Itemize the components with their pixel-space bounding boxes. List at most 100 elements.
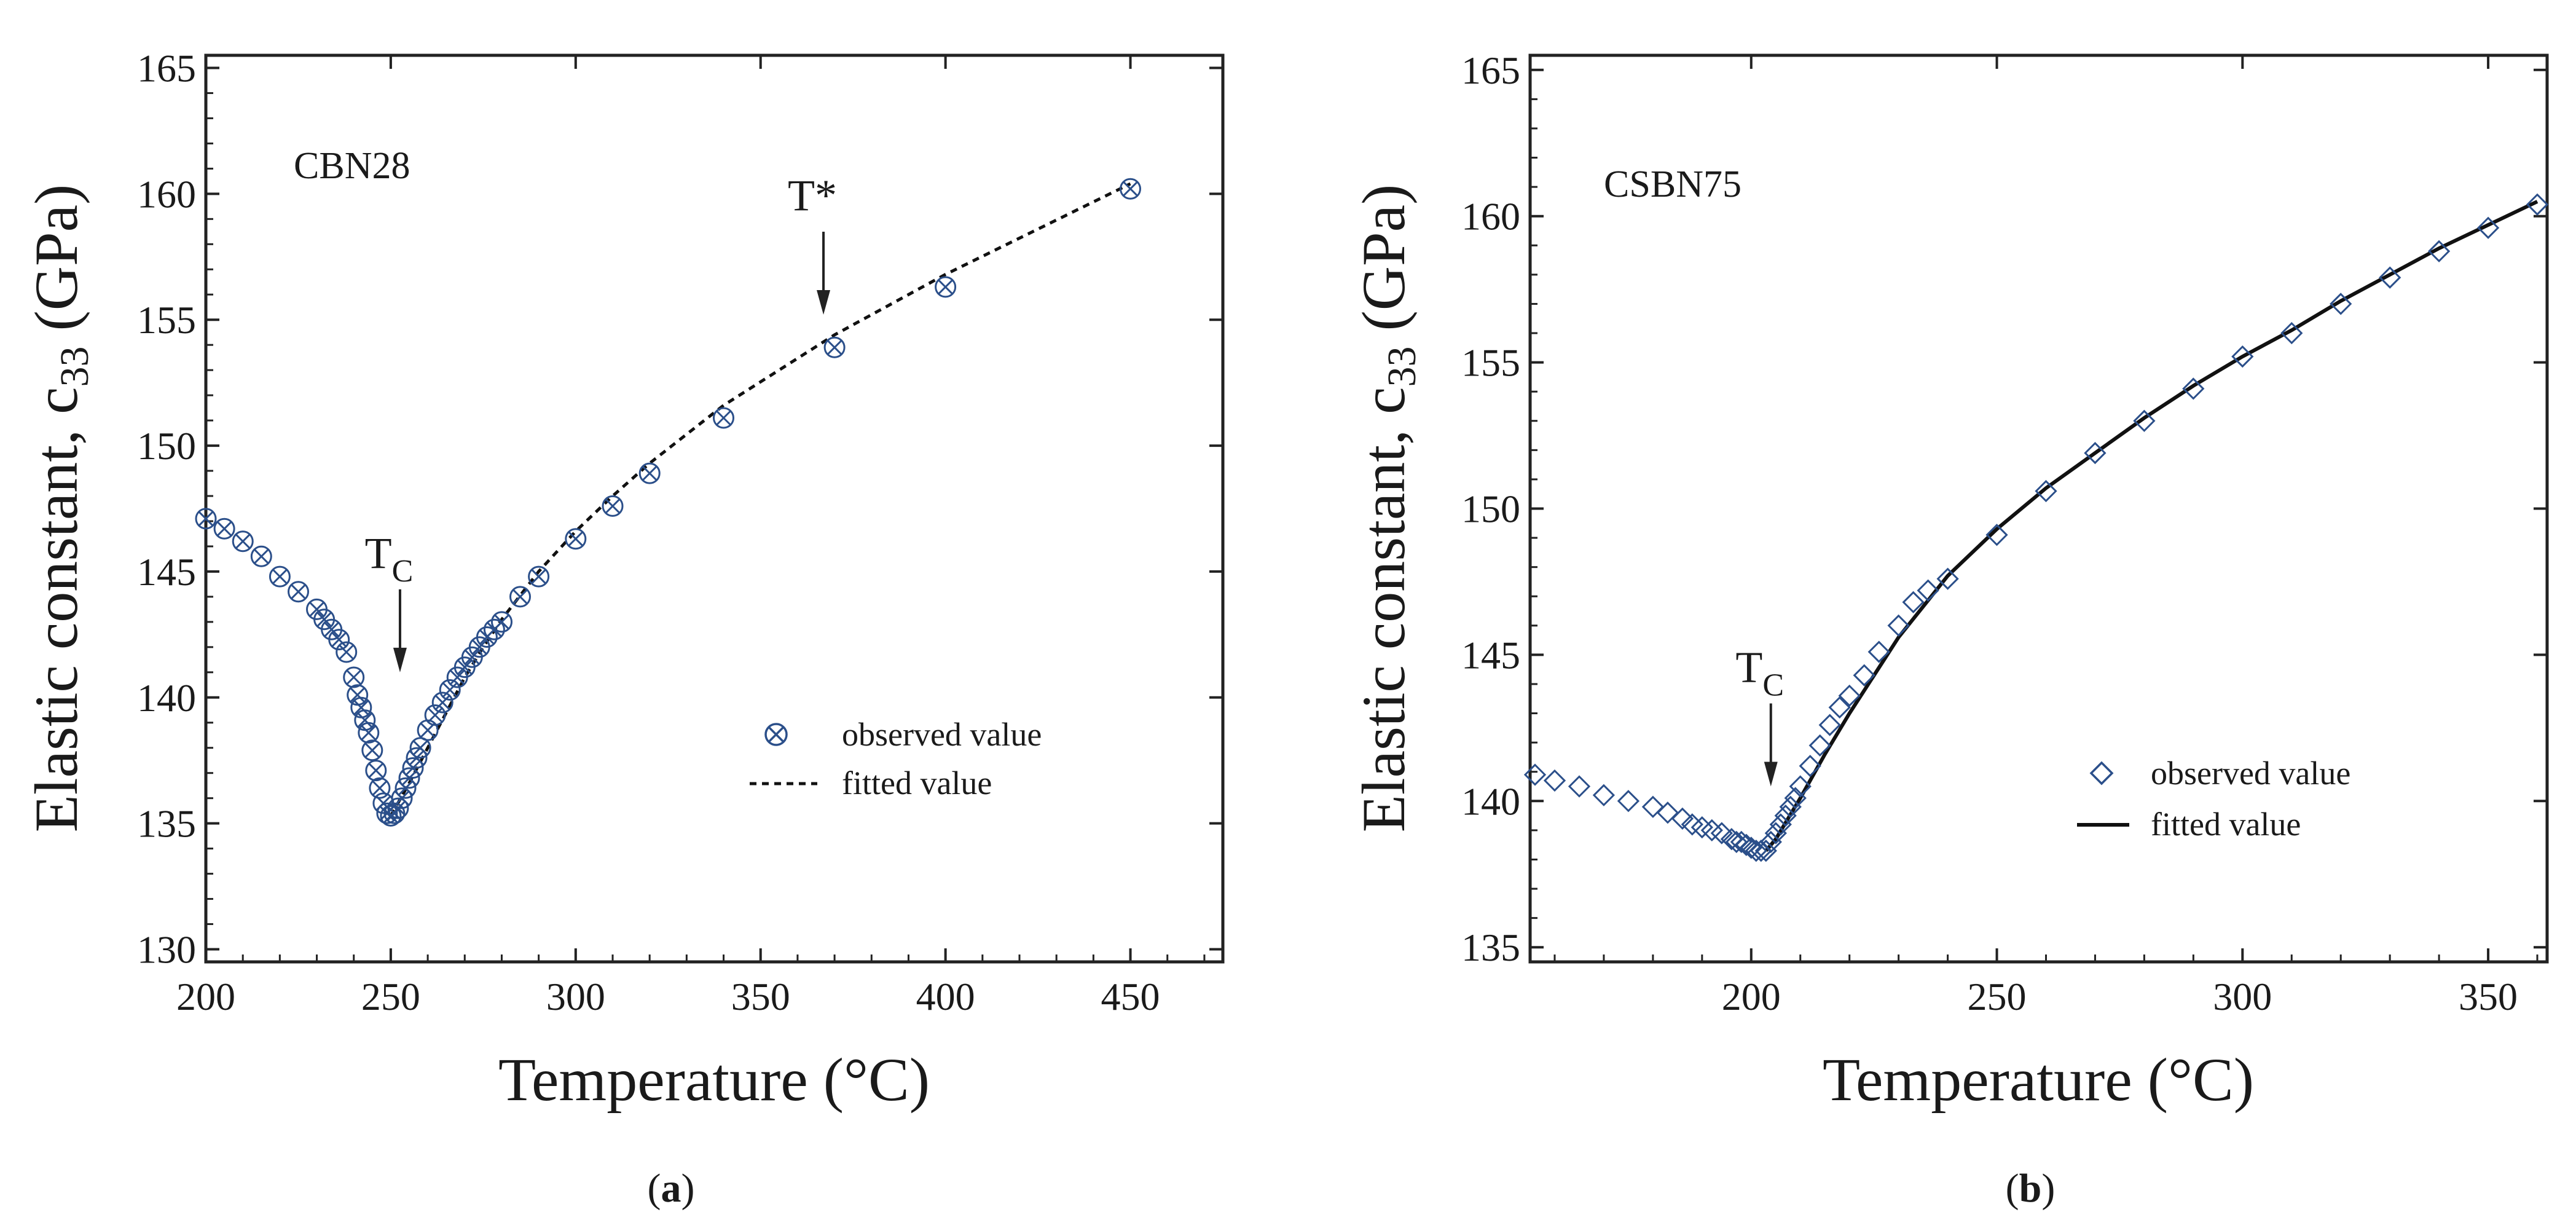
observed-point: [2280, 321, 2303, 345]
observed-point: [1120, 178, 1141, 200]
observed-point: [2231, 345, 2254, 368]
tstar-label-main: T*: [788, 171, 837, 220]
x-axis-label-a: Temperature (°C): [498, 1045, 930, 1114]
y-tick-label: 160: [1461, 195, 1520, 238]
observed-point: [1769, 813, 1792, 836]
observed-point: [1853, 664, 1875, 687]
observed-point: [1617, 790, 1640, 813]
y-axis-label-b-unit: (GPa): [1349, 184, 1418, 347]
observed-point: [1867, 640, 1890, 663]
y-tick-label: 135: [137, 802, 196, 846]
y-axis-label-a-unit: (GPa): [22, 184, 90, 347]
x-tick-label: 400: [916, 975, 975, 1018]
y-tick-label: 145: [137, 550, 196, 594]
observed-point: [2133, 409, 2156, 432]
observed-points-a: [195, 178, 1141, 827]
axis-ticks-a: 200 250 300 350 400 450 130 135 140 145 150 155 160 1…: [137, 46, 1223, 1018]
legend-label-observed-a: observed value: [842, 716, 1042, 753]
legend-marker-observed-b: [2089, 761, 2114, 785]
axis-ticks-b: 200 250 300 350 135 140 145 150 155 160 165: [1461, 49, 2547, 1018]
observed-point: [1745, 840, 1767, 862]
legend-a: observed value fitted value: [750, 716, 1042, 801]
x-tick-label: 250: [361, 975, 420, 1018]
tc-arrow-head: [393, 647, 407, 672]
caption-b: (b): [2006, 1166, 2056, 1211]
legend-label-fitted-b: fitted value: [2151, 806, 2301, 843]
x-tick-label: 450: [1101, 975, 1160, 1018]
observed-point: [1523, 763, 1547, 786]
observed-point: [2476, 216, 2500, 239]
observed-point: [424, 704, 446, 726]
observed-point: [509, 586, 531, 608]
observed-point: [713, 407, 734, 429]
observed-point: [2182, 377, 2205, 400]
x-tick-label: 200: [1722, 975, 1781, 1018]
observed-point: [1917, 579, 1939, 602]
x-tick-label: 350: [2459, 975, 2518, 1018]
observed-point: [1764, 822, 1787, 844]
observed-point: [1887, 614, 1910, 637]
observed-point: [638, 462, 661, 484]
tc-label-sub: C: [392, 554, 414, 589]
observed-point: [232, 530, 254, 553]
observed-point: [2526, 193, 2549, 216]
observed-point: [528, 565, 550, 588]
observed-point: [565, 528, 587, 550]
tc-arrow-head: [1764, 762, 1778, 787]
y-tick-label: 150: [1461, 487, 1520, 531]
observed-point: [823, 336, 846, 358]
legend-label-fitted-a: fitted value: [842, 765, 992, 801]
observed-point: [1735, 833, 1757, 856]
observed-point: [2330, 293, 2352, 315]
observed-point: [2035, 479, 2057, 503]
fitted-value-line: [1764, 200, 2539, 852]
caption-a: (a): [648, 1166, 695, 1211]
annotation-tc: TC: [1735, 643, 1784, 787]
observed-point: [358, 722, 380, 744]
y-tick-label: 130: [137, 928, 196, 972]
observed-point: [439, 679, 461, 701]
caption-a-letter: a: [661, 1166, 681, 1211]
observed-point: [431, 691, 454, 714]
tstar-arrow-head: [817, 290, 831, 315]
observed-point: [1902, 591, 1925, 613]
observed-point: [354, 709, 376, 731]
observed-point: [1779, 795, 1802, 818]
panel-a: 200 250 300 350 400 450 130 135 140 145 150 155 160 1…: [22, 46, 1225, 1211]
y-axis-label-b: Elastic constant, c33 (GPa): [1349, 184, 1424, 833]
observed-point: [935, 276, 957, 298]
tc-label-main: T: [365, 529, 392, 578]
observed-point: [1774, 804, 1797, 827]
observed-point: [1838, 684, 1861, 707]
panel-b: 200 250 300 350 135 140 145 150 155 160 165 TC CSB…: [1349, 49, 2549, 1211]
annotations-b: TC: [1735, 643, 1784, 787]
observed-point: [1710, 822, 1733, 844]
y-tick-label: 140: [137, 676, 196, 720]
observed-point: [213, 518, 235, 540]
observed-point: [195, 508, 217, 530]
observed-point: [1700, 819, 1723, 842]
observed-point: [336, 641, 358, 663]
x-tick-label: 300: [546, 975, 605, 1018]
y-axis-label-a: Elastic constant, c33 (GPa): [22, 184, 97, 833]
legend-marker-observed-a: [764, 723, 788, 746]
annotations-a: TC T*: [365, 171, 837, 672]
observed-point: [350, 696, 372, 718]
observed-point: [1818, 714, 1841, 736]
y-tick-label: 155: [1461, 341, 1520, 385]
observed-point: [1656, 801, 1679, 824]
annotation-tstar: T*: [788, 171, 837, 315]
observed-point: [1568, 775, 1591, 798]
y-axis-label-a-sub: 33: [52, 347, 97, 387]
observed-point: [343, 666, 365, 688]
y-tick-label: 150: [137, 424, 196, 468]
tc-label: TC: [365, 529, 414, 589]
panel-label-a: CBN28: [294, 145, 410, 187]
observed-point: [1754, 840, 1777, 862]
caption-b-letter: b: [2019, 1166, 2042, 1211]
observed-point: [2427, 240, 2451, 262]
fitted-line-b: [1764, 200, 2539, 852]
observed-point: [288, 581, 309, 603]
observed-point: [1543, 769, 1566, 792]
